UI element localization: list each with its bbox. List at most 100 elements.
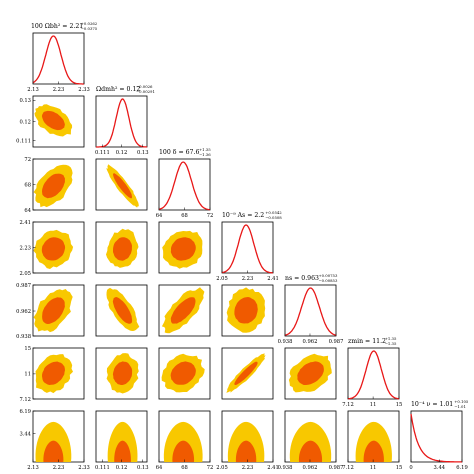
x-tick-label: 72 — [207, 465, 214, 471]
contour-panel-ns-vs-omega_dm — [95, 284, 148, 337]
x-tick-label: 7.12 — [342, 465, 354, 471]
diag-panel-As: 2.05 2.23 2.41 — [216, 221, 279, 282]
contour-panel-zmin-vs-delta — [158, 347, 211, 400]
contour-panel-delta-vs-omega_b: 72 68 64 — [24, 157, 85, 214]
contour-68 — [112, 297, 133, 324]
y-tick-label: 68 — [24, 182, 31, 188]
param-label-sup: −0.0026 — [136, 84, 153, 89]
param-label-main: zmin = 11.2 — [348, 338, 386, 345]
x-tick-label: 15 — [396, 465, 403, 471]
x-tick-label: 2.33 — [78, 87, 90, 93]
param-label-omega_dm: Ωdmh² = 0.12−0.0026−0.00291 — [96, 84, 155, 94]
y-tick-label: 0.13 — [19, 98, 31, 104]
contour-panel-As-vs-omega_b: 2.41 2.23 2.05 — [19, 220, 85, 277]
x-tick-label: 72 — [207, 213, 214, 219]
posterior-curve-As — [221, 224, 274, 274]
contour-panel-As-vs-omega_dm — [95, 221, 148, 274]
panel-frame — [32, 32, 85, 85]
param-label-sub: −1.36 — [199, 152, 211, 157]
posterior-curve-zmin — [347, 350, 400, 400]
param-label-sup: +1.35 — [385, 336, 397, 341]
x-tick-label: 0.987 — [329, 465, 344, 471]
y-tick-label: 11 — [24, 372, 31, 378]
x-tick-label: 7.12 — [342, 402, 354, 408]
param-label-nu: 10⁻⁴ ν = 1.01 +0.105−1.01 — [411, 399, 469, 409]
y-tick-label: 0.111 — [16, 138, 31, 144]
x-tick-label: 64 — [156, 465, 163, 471]
param-label-sup: +0.105 — [454, 399, 469, 404]
x-tick-label: 6.19 — [456, 465, 468, 471]
contour-68 — [41, 110, 65, 131]
param-label-main: Ωdmh² = 0.12 — [96, 86, 140, 93]
contour-68 — [114, 440, 131, 462]
contour-panel-As-vs-delta — [158, 221, 211, 274]
contour-panel-nu-vs-omega_dm: 0.111 0.12 0.13 — [95, 410, 149, 471]
x-tick-label: 2.23 — [53, 465, 65, 471]
y-tick-label: 7.12 — [19, 397, 31, 403]
panel-frame — [410, 410, 463, 463]
y-tick-label: 2.05 — [19, 271, 31, 277]
y-tick-label: 0.962 — [16, 309, 31, 315]
diag-panel-zmin: 7.12 11 15 — [342, 347, 402, 408]
contour-panel-ns-vs-delta — [158, 284, 211, 337]
y-tick-label: 72 — [24, 157, 31, 163]
x-tick-label: 2.41 — [267, 276, 279, 282]
contour-68 — [297, 361, 324, 385]
contour-68 — [113, 237, 132, 261]
contour-68 — [42, 361, 65, 385]
diag-panel-delta: 64 68 72 — [156, 158, 214, 219]
contour-68 — [112, 173, 133, 199]
posterior-curve-ns — [284, 287, 337, 336]
contour-panel-ns-vs-omega_b: 0.987 0.962 0.938 — [16, 283, 85, 340]
param-label-As: 10⁻⁹ As = 2.2 +0.0542−0.0508 — [222, 210, 282, 220]
x-tick-label: 0.12 — [116, 465, 128, 471]
x-tick-label: 2.23 — [53, 87, 65, 93]
param-label-main: ns = 0.963 — [285, 275, 319, 282]
param-label-ns: ns = 0.963 +0.00753−0.00853 — [285, 273, 338, 283]
x-tick-label: 68 — [181, 465, 188, 471]
contour-panel-zmin-vs-omega_b: 15 11 7.12 — [19, 346, 85, 403]
param-label-sup: +0.0262 — [81, 21, 98, 26]
param-label-sup: +0.00753 — [319, 273, 338, 278]
contour-panel-nu-vs-ns: 0.938 0.962 0.987 — [278, 410, 344, 471]
contour-panel-nu-vs-As: 2.05 2.23 2.41 — [216, 410, 279, 471]
x-tick-label: 2.13 — [27, 87, 39, 93]
param-label-sup: +0.0542 — [265, 210, 282, 215]
panel-frame — [95, 95, 148, 148]
x-tick-label: 0.13 — [137, 465, 149, 471]
contour-68 — [172, 440, 195, 462]
posterior-curve-nu — [410, 413, 463, 463]
x-tick-label: 2.05 — [216, 465, 228, 471]
contour-panel-zmin-vs-ns — [284, 347, 337, 400]
contour-68 — [170, 297, 196, 324]
x-tick-label: 64 — [156, 213, 163, 219]
contour-68 — [234, 297, 258, 324]
contour-68 — [234, 361, 258, 385]
param-label-main: 10⁻⁹ As = 2.2 — [222, 212, 264, 219]
contour-68 — [235, 440, 257, 462]
x-tick-label: 2.05 — [216, 276, 228, 282]
diag-panel-omega_b: 2.13 2.23 2.33 — [27, 32, 90, 93]
x-tick-label: 0.13 — [137, 150, 149, 156]
x-tick-label: 11 — [370, 465, 377, 471]
contour-68 — [42, 297, 65, 324]
contour-68 — [363, 440, 384, 462]
posterior-curve-delta — [158, 161, 211, 211]
param-label-main: 10⁻⁴ ν = 1.01 — [411, 401, 453, 408]
x-tick-label: 0.111 — [95, 465, 110, 471]
y-tick-label: 0.12 — [19, 119, 31, 125]
param-label-sub: −1.01 — [454, 404, 466, 409]
x-tick-label: 0.111 — [95, 150, 110, 156]
param-label-delta: 100 δ = 67.6 +1.35−1.36 — [159, 147, 211, 157]
contour-panel-omega_dm-vs-omega_b: 0.13 0.12 0.111 — [16, 95, 85, 148]
x-tick-label: 2.33 — [78, 465, 90, 471]
y-tick-label: 2.41 — [19, 220, 31, 226]
panel-frame — [347, 347, 400, 400]
posterior-curve-omega_dm — [96, 98, 148, 148]
param-label-sub: −1.35 — [385, 341, 397, 346]
x-tick-label: 68 — [181, 213, 188, 219]
x-tick-label: 0.962 — [303, 339, 318, 345]
y-tick-label: 3.44 — [19, 431, 31, 437]
contour-68 — [41, 237, 66, 261]
posterior-curve-omega_b — [32, 35, 84, 85]
